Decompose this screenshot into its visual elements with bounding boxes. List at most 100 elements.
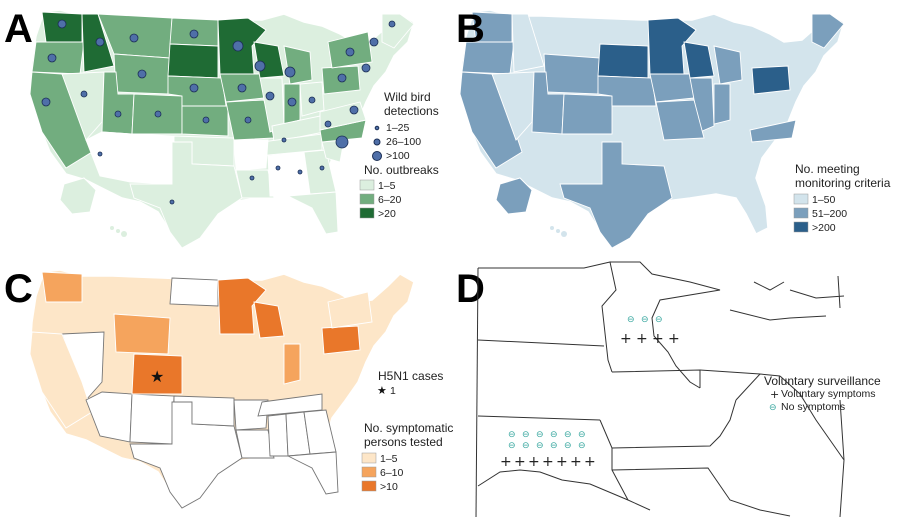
no-symptom-marker: ⊖: [641, 315, 649, 325]
panel-d-letter: D: [456, 267, 485, 311]
panel-d: D ⊖ ⊖ ⊖ + +: [456, 261, 881, 517]
tested-legend-title-line2: persons tested: [364, 435, 443, 449]
no-symptom-marker: ⊖: [550, 441, 558, 451]
h5n1-legend-star: ★: [377, 384, 387, 397]
symptom-marker: +: [500, 454, 512, 470]
monitoring-level-1: 1–50: [812, 194, 836, 206]
state-wy: [113, 313, 171, 355]
legend-no-symptom-marker: ⊖: [769, 403, 777, 413]
monitoring-swatch-high: [793, 221, 809, 233]
state-ny: [327, 291, 373, 329]
tested-swatch-high: [361, 480, 377, 492]
wild-bird-dot: [281, 137, 287, 143]
wild-bird-dot: [47, 53, 57, 63]
wild-bird-dot: [232, 40, 244, 52]
no-symptom-marker: ⊖: [578, 430, 586, 440]
wild-bird-dot: [297, 169, 303, 175]
monitoring-swatch-low: [793, 193, 809, 205]
symptom-marker: +: [668, 331, 680, 347]
legend-dot-large: [372, 151, 382, 161]
monitoring-legend-title-line1: No. meeting: [795, 162, 860, 176]
state-id: [511, 13, 545, 73]
wild-bird-dots: [41, 19, 396, 205]
ne-no-symptoms: ⊖ ⊖ ⊖ ⊖ ⊖ ⊖ ⊖ ⊖ ⊖ ⊖ ⊖ ⊖: [508, 430, 586, 451]
state-mo: [655, 99, 705, 141]
monitoring-level-2: 51–200: [812, 208, 847, 220]
wild-bird-dot: [244, 116, 252, 124]
wild-bird-dot: [254, 60, 266, 72]
no-symptom-marker: ⊖: [550, 430, 558, 440]
state-ar: [233, 139, 269, 171]
wild-bird-dot: [154, 110, 162, 118]
state-nd: [169, 277, 219, 307]
outbreaks-level-3: >20: [378, 208, 396, 220]
no-symptom-marker: ⊖: [564, 441, 572, 451]
legend-dot-small: [374, 125, 380, 131]
legend-dot-medium: [373, 138, 381, 146]
wild-bird-dot: [202, 116, 210, 124]
no-symptom-marker: ⊖: [522, 441, 530, 451]
panel-a-map: [29, 9, 415, 249]
outbreaks-swatch-mid: [359, 193, 375, 205]
surveillance-legend-title: Voluntary surveillance: [764, 374, 881, 388]
state-wi: [253, 301, 285, 339]
state-wy: [543, 53, 601, 95]
state-mi: [713, 45, 743, 85]
wild-bird-dot: [189, 29, 199, 39]
state-me: [811, 13, 845, 49]
no-symptom-marker: ⊖: [627, 315, 635, 325]
state-sd: [597, 43, 649, 79]
wild-bird-dot: [237, 83, 247, 93]
wild-bird-dot: [95, 37, 105, 47]
symptom-marker: +: [556, 454, 568, 470]
surveillance-legend-item-2: No symptoms: [781, 401, 845, 413]
wild-bird-dot: [97, 151, 103, 157]
no-symptom-marker: ⊖: [508, 430, 516, 440]
state-pa: [751, 65, 791, 95]
state-co: [561, 93, 613, 135]
panel-a: A Wild bird detections 1–25 26–100 >100 …: [4, 7, 439, 249]
symptom-marker: +: [570, 454, 582, 470]
no-symptom-marker: ⊖: [536, 441, 544, 451]
panel-c-letter: C: [4, 267, 33, 311]
state-tx: [129, 141, 243, 249]
wild-bird-dot: [335, 135, 349, 149]
wild-bird-dot: [287, 97, 297, 107]
no-symptom-marker: ⊖: [655, 315, 663, 325]
state-ca: [29, 331, 93, 429]
state-co: [131, 353, 183, 395]
hawaii-inset: [110, 226, 127, 237]
wild-bird-dot: [275, 165, 281, 171]
wild-bird-dot: [80, 90, 88, 98]
panel-b: B No. meeting monitoring criteria 1–50 5…: [456, 7, 891, 249]
wild-bird-dot: [249, 175, 255, 181]
outbreaks-level-1: 1–5: [378, 180, 396, 192]
wild-bird-dot: [41, 97, 51, 107]
wild-bird-level-2: 26–100: [386, 136, 421, 148]
wild-bird-dot: [265, 91, 275, 101]
wild-bird-dot: [349, 105, 359, 115]
state-ok: [173, 395, 235, 427]
panel-d-map: [475, 261, 845, 517]
outbreaks-swatch-high: [359, 207, 375, 219]
state-tn: [257, 393, 323, 417]
h5n1-case-star: ★: [150, 367, 164, 386]
tested-level-1: 1–5: [380, 453, 398, 465]
state-or: [31, 41, 85, 75]
mn-no-symptoms: ⊖ ⊖ ⊖: [627, 315, 663, 325]
panel-c: ★ C H5N1 cases ★ 1 No. symptomatic perso…: [4, 267, 453, 509]
wild-bird-dot: [129, 33, 139, 43]
wild-bird-dot: [361, 63, 371, 73]
wild-bird-dot: [57, 19, 67, 29]
tested-legend-title-line1: No. symptomatic: [364, 421, 453, 435]
hawaii-inset: [550, 226, 567, 237]
state-ms: [267, 153, 289, 197]
symptom-marker: +: [620, 331, 632, 347]
wild-bird-dot: [169, 199, 175, 205]
outbreaks-swatch-low: [359, 179, 375, 191]
panel-a-letter: A: [4, 7, 33, 51]
state-la: [235, 429, 275, 459]
monitoring-legend-title-line2: monitoring criteria: [795, 176, 891, 190]
state-mn: [217, 277, 267, 335]
state-wa: [41, 271, 83, 303]
